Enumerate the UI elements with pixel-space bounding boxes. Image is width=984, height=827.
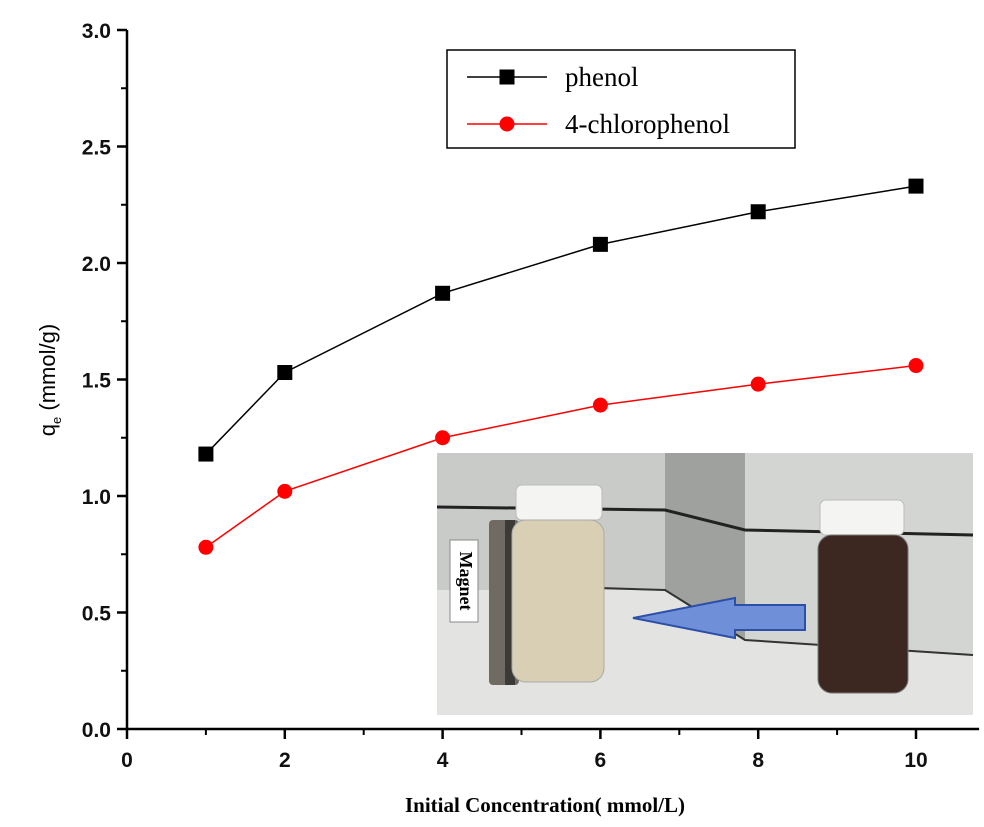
- legend-marker: [500, 117, 515, 132]
- y-tick-label: 0.5: [82, 603, 112, 626]
- marker: [751, 377, 766, 392]
- x-tick-label: 8: [752, 749, 764, 772]
- y-tick-label: 2.0: [82, 253, 111, 276]
- y-label-unit: (mmol/g): [35, 324, 60, 411]
- y-tick-label: 1.0: [82, 486, 111, 509]
- y-axis-label: qe (mmol/g): [35, 324, 64, 436]
- marker: [909, 358, 924, 373]
- x-tick-label: 6: [595, 749, 607, 772]
- inset-photo: Magnet: [437, 453, 973, 715]
- x-tick-label: 0: [121, 749, 133, 772]
- marker: [909, 179, 924, 194]
- x-tick-label: 4: [437, 749, 449, 772]
- page: Magnet qe (mmol/g) Initial Concentration…: [0, 0, 984, 827]
- marker: [593, 237, 608, 252]
- y-tick-label: 3.0: [82, 20, 111, 43]
- marker: [593, 398, 608, 413]
- marker: [277, 365, 292, 380]
- y-label-q: q: [35, 424, 60, 436]
- x-axis-label: Initial Concentration( mmol/L): [405, 793, 685, 817]
- y-tick-label: 1.5: [82, 370, 112, 393]
- marker: [198, 447, 213, 462]
- legend-label: 4-chlorophenol: [565, 109, 730, 139]
- legend-marker: [500, 70, 515, 85]
- chart: Magnet qe (mmol/g) Initial Concentration…: [0, 0, 984, 827]
- marker: [198, 540, 213, 555]
- y-tick-label: 0.0: [82, 719, 111, 742]
- x-tick-label: 2: [279, 749, 291, 772]
- marker: [435, 286, 450, 301]
- marker: [751, 204, 766, 219]
- marker: [277, 484, 292, 499]
- legend-label: phenol: [565, 62, 639, 92]
- y-tick-label: 2.5: [82, 137, 112, 160]
- inset-label: Magnet: [456, 552, 476, 611]
- x-tick-label: 10: [904, 749, 927, 772]
- y-label-subscript: e: [49, 417, 64, 424]
- marker: [435, 430, 450, 445]
